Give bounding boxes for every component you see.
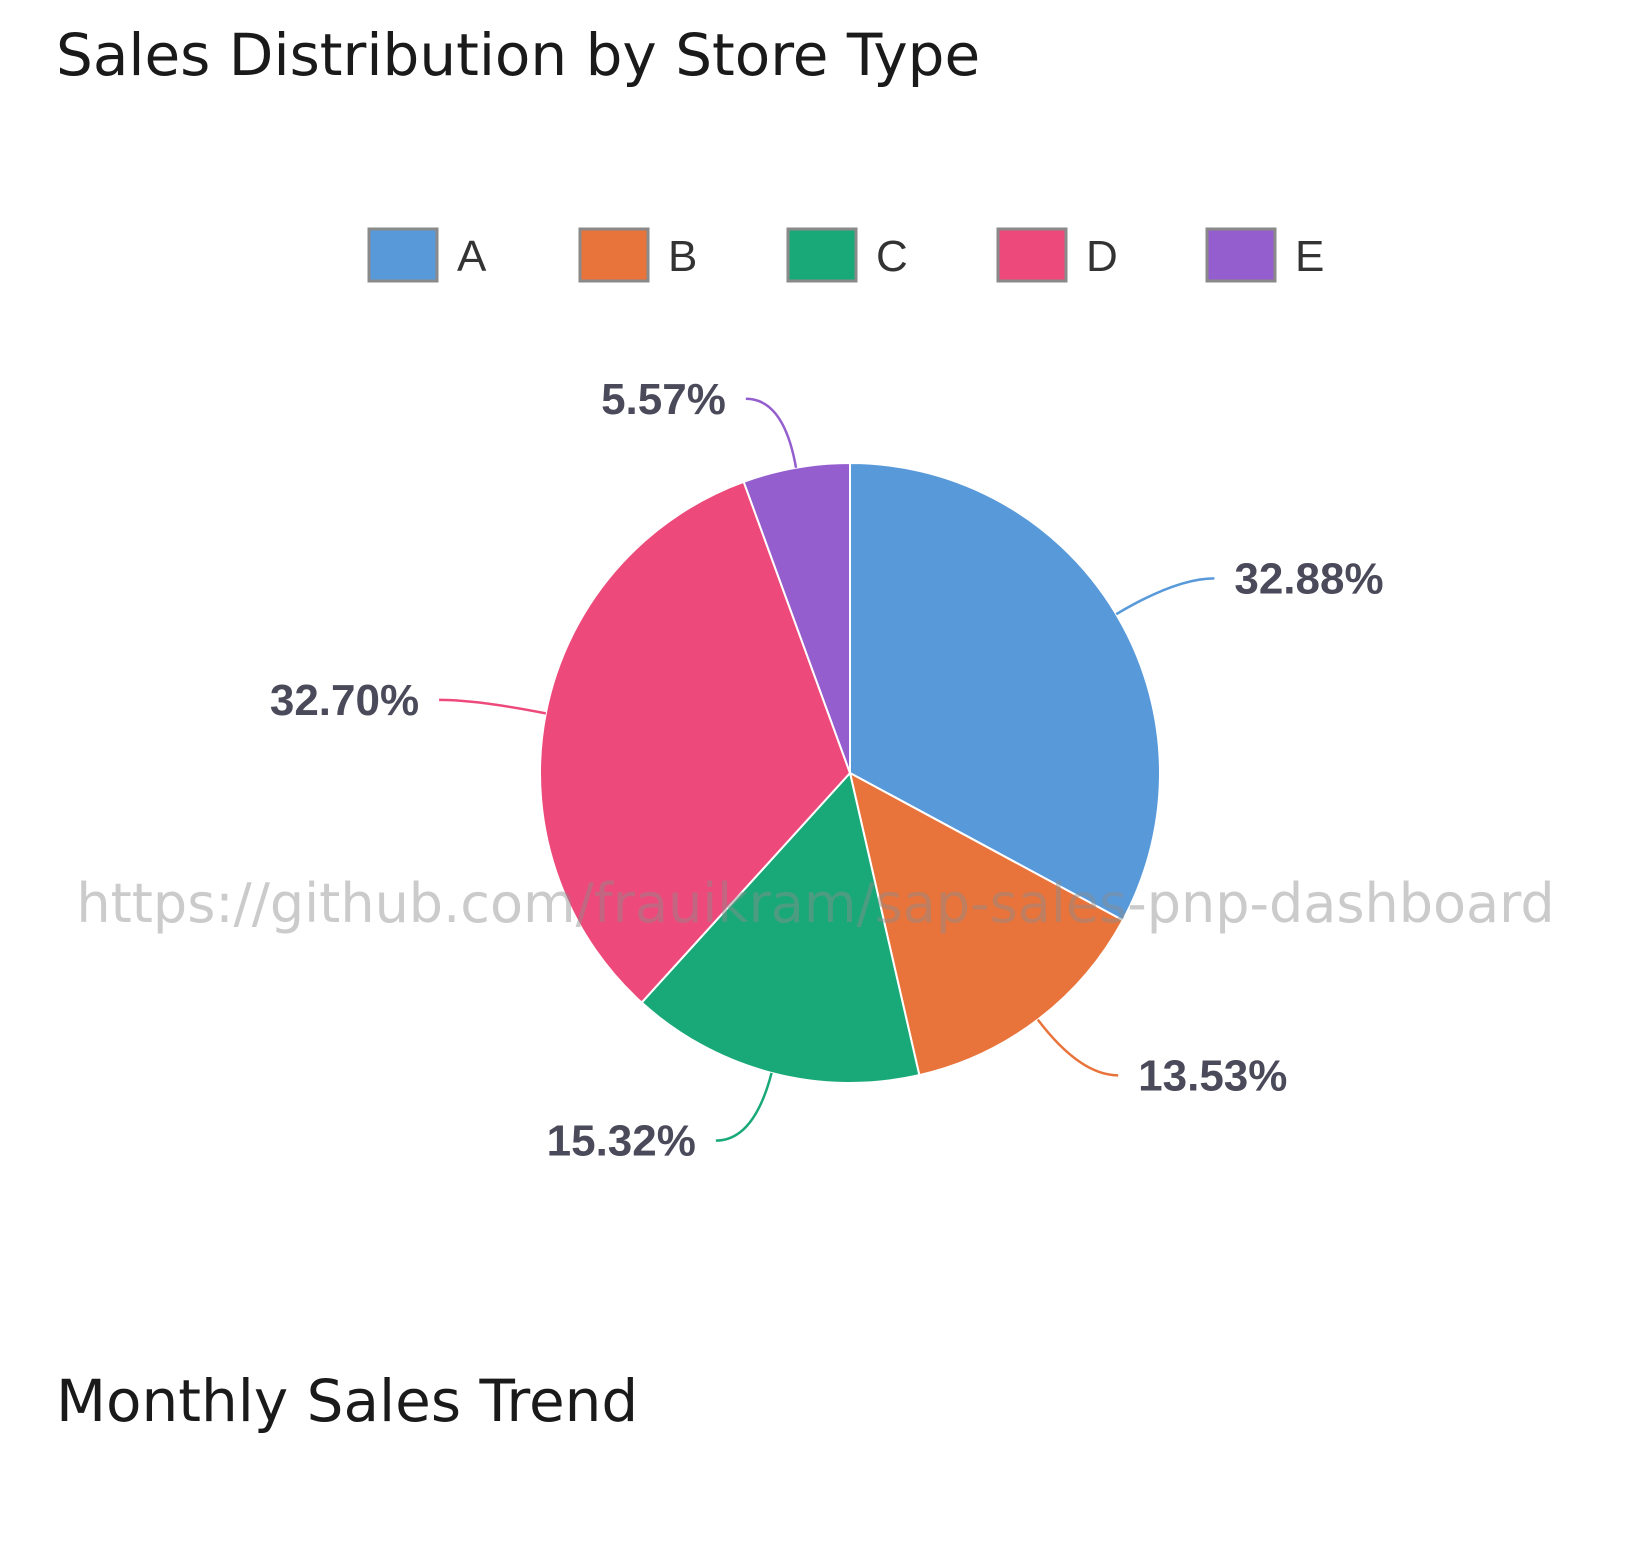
- legend-swatch-a[interactable]: [367, 227, 439, 283]
- legend-swatch-b[interactable]: [578, 227, 650, 283]
- data-label-b: 13.53%: [1138, 1051, 1287, 1100]
- legend-swatch-d[interactable]: [996, 227, 1068, 283]
- legend-label-d[interactable]: D: [1086, 232, 1118, 281]
- data-label-e: 5.57%: [601, 375, 726, 424]
- data-label-c: 15.32%: [547, 1117, 696, 1166]
- pie-chart-title: Sales Distribution by Store Type: [56, 21, 981, 89]
- legend-label-b[interactable]: B: [668, 232, 697, 281]
- legend-swatch-c[interactable]: [786, 227, 858, 283]
- trend-chart-title: Monthly Sales Trend: [56, 1367, 639, 1435]
- pie-slice-c[interactable]: [640, 770, 921, 1085]
- legend-swatch-e[interactable]: [1205, 227, 1277, 283]
- legend-label-c[interactable]: C: [876, 232, 908, 281]
- label-leader-lines: [439, 397, 1215, 1142]
- data-labels: 32.88% 13.53% 15.32% 32.70% 5.57%: [270, 375, 1384, 1166]
- chart-legend: A B C D E: [367, 227, 1324, 283]
- data-label-a: 32.88%: [1234, 554, 1383, 603]
- data-label-d: 32.70%: [270, 676, 419, 725]
- pie-slices: [539, 461, 1161, 1085]
- leader-line-a: [1115, 577, 1215, 616]
- leader-line-c: [715, 1072, 773, 1142]
- pie-slice-a[interactable]: [849, 461, 1161, 922]
- leader-line-e: [745, 397, 798, 468]
- leader-line-d: [439, 698, 547, 715]
- legend-label-e[interactable]: E: [1295, 232, 1324, 281]
- leader-line-b: [1036, 1018, 1119, 1077]
- legend-label-a[interactable]: A: [457, 232, 487, 281]
- pie-slice-e[interactable]: [742, 461, 851, 774]
- pie-slice-b[interactable]: [848, 771, 1125, 1077]
